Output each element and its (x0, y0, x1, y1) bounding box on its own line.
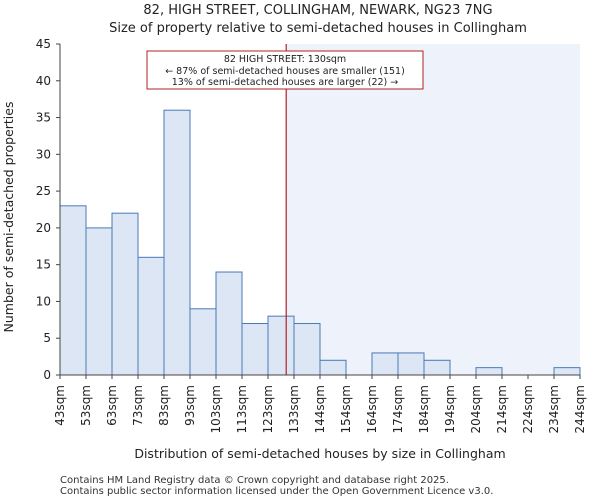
y-tick-label-25: 25 (36, 184, 51, 198)
chart-subtitle: Size of property relative to semi-detach… (109, 21, 527, 36)
x-tick-label-144sqm: 144sqm (313, 385, 327, 433)
x-tick-label-63sqm: 63sqm (105, 385, 119, 426)
x-tick-label-43sqm: 43sqm (53, 385, 67, 426)
y-tick-label-0: 0 (43, 368, 51, 382)
x-tick-label-204sqm: 204sqm (469, 385, 483, 433)
y-tick-labels: 0 5 10 15 20 25 30 35 40 45 (36, 37, 60, 382)
x-tick-label-224sqm: 224sqm (521, 385, 535, 433)
bar-93sqm (189, 308, 217, 376)
footer-line-1: Contains HM Land Registry data © Crown c… (60, 475, 449, 486)
x-tick-label-154sqm: 154sqm (339, 385, 353, 433)
bar-204sqm (475, 367, 503, 376)
y-tick-label-20: 20 (36, 221, 51, 235)
bar-133sqm (293, 323, 321, 376)
x-tick-label-113sqm: 113sqm (235, 385, 249, 433)
y-tick-label-40: 40 (36, 74, 51, 88)
x-tick-label-164sqm: 164sqm (365, 385, 379, 433)
footer-line-2: Contains public sector information licen… (60, 486, 493, 497)
x-tick-label-214sqm: 214sqm (495, 385, 509, 433)
x-tick-label-174sqm: 174sqm (391, 385, 405, 433)
y-tick-label-30: 30 (36, 147, 51, 161)
bar-184sqm (423, 359, 451, 376)
bar-63sqm (111, 212, 139, 376)
x-tick-label-234sqm: 234sqm (547, 385, 561, 433)
bar-53sqm (85, 227, 113, 376)
x-tick-label-194sqm: 194sqm (443, 385, 457, 433)
x-tick-labels: 43sqm 53sqm 63sqm 73sqm 83sqm 93sqm 103sqm 113s… (53, 375, 587, 433)
annotation-frame (146, 50, 424, 90)
x-tick-label-133sqm: 133sqm (287, 385, 301, 433)
annotation-line-3: 13% of semi-detached houses are larger (… (172, 77, 399, 88)
x-tick-label-53sqm: 53sqm (79, 385, 93, 426)
bar-113sqm (241, 323, 269, 376)
x-tick-label-73sqm: 73sqm (131, 385, 145, 426)
x-tick-label-184sqm: 184sqm (417, 385, 431, 433)
x-tick-label-123sqm: 123sqm (261, 385, 275, 433)
bar-103sqm (215, 271, 243, 376)
bar-144sqm (319, 359, 347, 376)
y-tick-label-35: 35 (36, 111, 51, 125)
larger-region-highlight (286, 44, 580, 375)
x-tick-label-93sqm: 93sqm (183, 385, 197, 426)
x-axis-label: Distribution of semi-detached houses by … (134, 446, 505, 461)
x-tick-label-103sqm: 103sqm (209, 385, 223, 433)
bar-83sqm (163, 109, 191, 376)
bar-164sqm (371, 352, 399, 376)
annotation-line-2: ← 87% of semi-detached houses are smalle… (165, 66, 405, 77)
bar-123sqm (267, 315, 295, 376)
bar-43sqm (59, 205, 87, 376)
y-tick-label-10: 10 (36, 294, 51, 308)
y-tick-label-45: 45 (36, 37, 51, 51)
bar-234sqm (553, 367, 581, 376)
y-tick-label-5: 5 (43, 331, 51, 345)
annotation-box: 82 HIGH STREET: 130sqm ← 87% of semi-det… (146, 50, 424, 90)
chart-title: 82, HIGH STREET, COLLINGHAM, NEWARK, NG2… (143, 3, 492, 18)
y-axis-label: Number of semi-detached properties (1, 102, 16, 333)
y-tick-label-15: 15 (36, 258, 51, 272)
bar-group (59, 109, 581, 376)
bar-174sqm (397, 352, 425, 376)
x-tick-label-83sqm: 83sqm (157, 385, 171, 426)
bar-73sqm (137, 256, 165, 376)
x-tick-label-244sqm: 244sqm (573, 385, 587, 433)
annotation-line-1: 82 HIGH STREET: 130sqm (224, 54, 346, 65)
